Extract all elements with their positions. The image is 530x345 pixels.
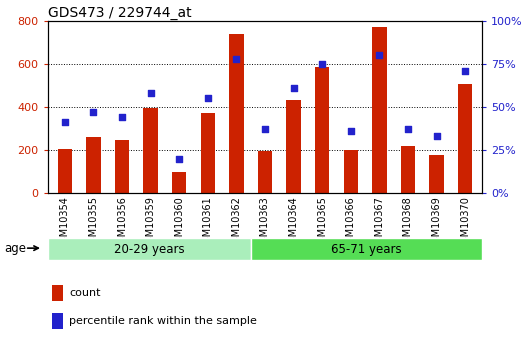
Text: GDS473 / 229744_at: GDS473 / 229744_at	[48, 6, 191, 20]
Text: 65-71 years: 65-71 years	[331, 243, 402, 256]
Point	[204, 96, 212, 101]
Bar	[343, 150, 358, 193]
Text: age: age	[4, 241, 26, 255]
Point	[461, 68, 470, 73]
Bar	[372, 27, 386, 193]
Bar	[144, 108, 158, 193]
Point	[89, 109, 98, 115]
Point	[146, 90, 155, 96]
Point	[432, 134, 441, 139]
Point	[289, 85, 298, 91]
Bar	[172, 171, 187, 193]
Bar	[48, 238, 251, 260]
Bar	[229, 34, 244, 193]
Bar	[315, 67, 329, 193]
Bar	[52, 313, 63, 329]
Point	[60, 120, 69, 125]
Bar	[201, 114, 215, 193]
Point	[347, 128, 355, 134]
Point	[404, 127, 412, 132]
Bar	[458, 84, 472, 193]
Bar	[286, 100, 301, 193]
Bar	[251, 238, 482, 260]
Bar	[258, 151, 272, 193]
Point	[375, 52, 384, 58]
Bar	[58, 149, 72, 193]
Point	[261, 127, 269, 132]
Text: percentile rank within the sample: percentile rank within the sample	[69, 316, 257, 326]
Text: 20-29 years: 20-29 years	[114, 243, 184, 256]
Point	[118, 115, 126, 120]
Bar	[52, 285, 63, 301]
Bar	[429, 156, 444, 193]
Bar	[86, 137, 101, 193]
Bar	[401, 146, 415, 193]
Bar	[115, 140, 129, 193]
Text: count: count	[69, 288, 101, 298]
Point	[318, 61, 326, 67]
Point	[175, 156, 183, 161]
Point	[232, 56, 241, 61]
